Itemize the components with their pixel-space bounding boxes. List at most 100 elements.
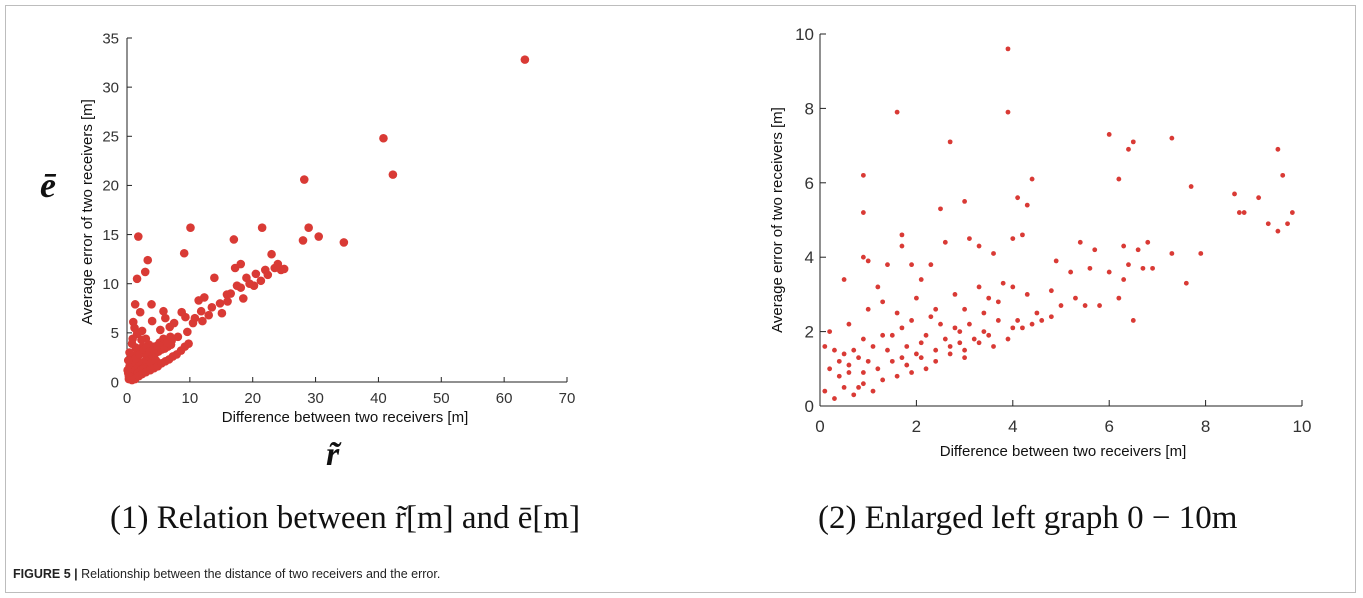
right-y-tick-label: 10 — [795, 25, 814, 44]
left-data-point — [388, 170, 398, 179]
right-data-point — [1010, 284, 1016, 290]
left-y-tick-label: 30 — [102, 79, 119, 96]
right-data-point — [870, 344, 876, 349]
right-data-point — [967, 236, 972, 242]
right-data-point — [860, 172, 866, 178]
right-data-point — [846, 370, 852, 375]
right-data-point — [1130, 139, 1136, 145]
right-data-point — [962, 199, 967, 204]
right-data-point — [899, 243, 905, 249]
right-data-point — [923, 332, 929, 338]
left-x-tick-label: 70 — [559, 390, 576, 407]
right-data-point — [938, 206, 943, 212]
left-data-point — [134, 232, 143, 241]
left-y-axis-label: Average error of two receivers [m] — [79, 99, 96, 325]
right-data-point — [1126, 146, 1131, 152]
right-data-point — [938, 321, 943, 327]
right-data-point — [880, 299, 886, 305]
right-x-tick-label: 4 — [1008, 417, 1017, 436]
right-data-point — [904, 344, 910, 349]
right-data-point — [981, 329, 987, 334]
right-x-tick-label: 8 — [1201, 417, 1210, 436]
left-data-point — [273, 259, 283, 269]
left-data-point — [184, 339, 193, 348]
figure-frame — [5, 5, 1356, 593]
right-data-point — [1265, 221, 1271, 227]
left-data-point — [147, 300, 156, 309]
left-data-point — [217, 308, 227, 318]
right-data-point — [865, 306, 871, 312]
left-data-point — [298, 236, 308, 245]
right-data-point — [1082, 303, 1088, 308]
right-data-point — [1029, 321, 1035, 327]
right-data-point — [995, 299, 1001, 305]
right-data-point — [1015, 318, 1021, 323]
left-data-point — [198, 316, 207, 326]
right-data-point — [976, 284, 982, 290]
right-data-point — [1106, 269, 1112, 275]
left-data-point — [299, 175, 309, 184]
left-data-point — [196, 306, 206, 316]
right-data-point — [962, 355, 967, 361]
right-data-point — [875, 366, 881, 372]
right-data-point — [952, 325, 958, 331]
right-data-point — [860, 381, 866, 387]
left-data-point — [186, 223, 195, 232]
left-data-point — [194, 296, 203, 305]
right-data-point — [1121, 243, 1127, 249]
right-data-point — [1236, 210, 1242, 215]
right-data-point — [1034, 310, 1040, 316]
left-data-point — [204, 310, 214, 320]
left-y-tick-label: 10 — [102, 276, 119, 293]
right-data-point — [1140, 265, 1146, 271]
right-data-point — [1068, 269, 1074, 275]
right-data-point — [1097, 303, 1102, 308]
right-y-axis-label: Average error of two receivers [m] — [769, 107, 786, 333]
right-data-point — [1116, 295, 1122, 301]
right-data-point — [942, 336, 948, 342]
left-data-point — [128, 334, 137, 344]
right-data-point — [1010, 236, 1016, 242]
left-data-point — [156, 325, 165, 335]
right-data-point — [1053, 258, 1059, 264]
right-data-point — [836, 358, 842, 364]
left-data-point — [123, 356, 133, 365]
right-data-point — [832, 347, 837, 353]
right-data-point — [1275, 146, 1281, 152]
right-data-point — [971, 336, 977, 342]
right-data-point — [991, 344, 996, 349]
right-data-point — [1285, 221, 1290, 227]
left-data-point — [379, 133, 388, 143]
left-x-tick-label: 10 — [182, 390, 199, 407]
right-data-point — [1073, 295, 1078, 301]
right-data-point — [899, 325, 905, 331]
left-data-point — [147, 316, 157, 326]
left-data-point — [245, 279, 254, 289]
right-data-point — [899, 355, 905, 361]
right-data-point — [957, 329, 963, 334]
left-scatter-plot: 0 10 20 30 40 50 60 70 0 5 10 15 20 25 30 35 Difference… — [40, 30, 576, 473]
left-y-tick-label: 20 — [102, 178, 119, 195]
right-data-point — [885, 262, 890, 268]
right-data-point — [841, 385, 847, 390]
left-y-tick-label: 5 — [111, 325, 119, 342]
right-data-point — [1010, 325, 1016, 331]
left-data-point — [165, 322, 175, 332]
right-data-point — [942, 239, 948, 245]
right-data-point — [1232, 191, 1237, 197]
right-data-point — [1188, 184, 1194, 189]
right-data-point — [957, 340, 963, 346]
left-data-point — [166, 332, 175, 342]
right-data-point — [894, 373, 900, 379]
right-x-tick-label: 6 — [1104, 417, 1113, 436]
left-data-point — [161, 313, 170, 323]
right-data-point — [846, 362, 852, 368]
right-data-point — [1183, 280, 1189, 286]
right-data-point — [846, 321, 852, 327]
left-data-point — [183, 327, 192, 337]
right-data-point — [991, 251, 996, 256]
right-data-point — [1130, 318, 1136, 323]
left-data-point — [143, 255, 153, 265]
right-data-point — [914, 351, 919, 357]
right-data-point — [1121, 277, 1127, 282]
